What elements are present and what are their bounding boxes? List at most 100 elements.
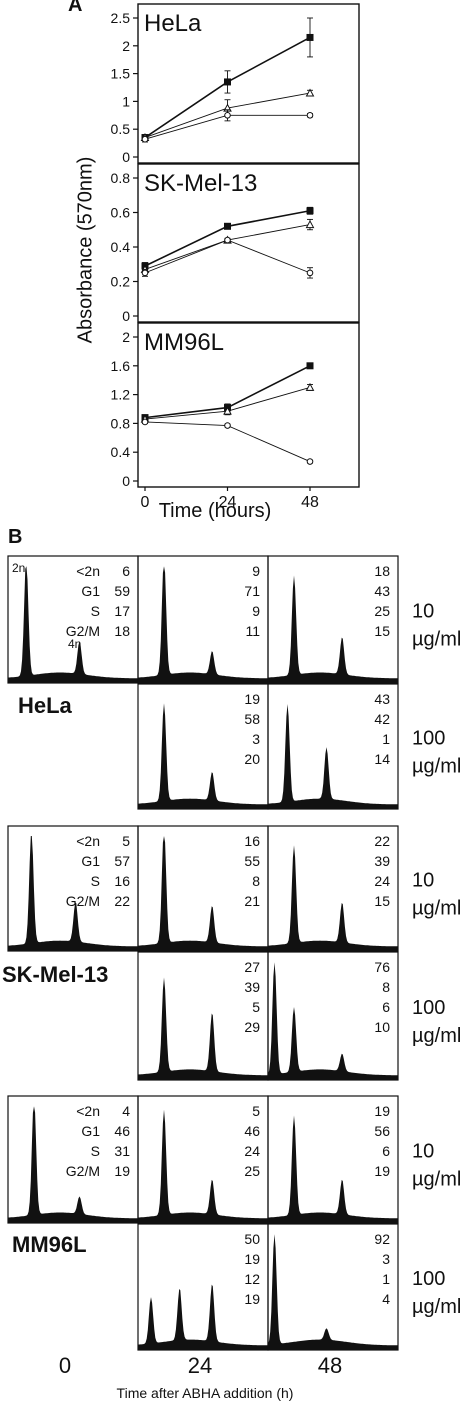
data-point-circle [306, 458, 314, 465]
cell-cycle-value: 4 [122, 1103, 130, 1119]
cell-cycle-value: 46 [244, 1123, 260, 1139]
chart-frame [137, 322, 360, 488]
data-point-triangle [305, 382, 315, 391]
y-tick-label: 0.4 [111, 444, 131, 460]
histogram-profile [268, 1115, 398, 1223]
concentration-value: 100 [412, 997, 445, 1019]
cell-cycle-value: 43 [374, 691, 390, 707]
histogram-profile [268, 962, 398, 1080]
cell-line-label: MM96L [12, 1232, 87, 1257]
cell-cycle-value: 17 [114, 603, 130, 619]
phase-label: G2/M [66, 623, 100, 639]
y-tick-label: 1.2 [111, 387, 131, 403]
phase-label: G2/M [66, 893, 100, 909]
histogram-profile [138, 1109, 268, 1223]
y-tick-label: 1.6 [111, 358, 131, 374]
histogram-profile [268, 845, 398, 951]
cell-cycle-value: 5 [122, 833, 130, 849]
cell-cycle-value: 5 [252, 999, 260, 1015]
cell-cycle-value: 10 [374, 1019, 390, 1035]
data-point-square [306, 207, 314, 215]
cell-cycle-value: 5 [252, 1103, 260, 1119]
cell-cycle-value: 19 [114, 1163, 130, 1179]
concentration-value: 10 [412, 601, 434, 623]
data-point-triangle [223, 406, 232, 415]
cell-cycle-value: 22 [114, 893, 130, 909]
panel-b-x-axis-label: Time after ABHA addition (h) [116, 1385, 294, 1401]
panel-a-label: A [68, 0, 83, 16]
y-tick-label: 0.5 [111, 121, 131, 137]
time-label: 24 [188, 1353, 212, 1378]
chart-title: HeLa [144, 10, 202, 37]
cell-cycle-value: 25 [244, 1163, 260, 1179]
cell-cycle-value: 6 [382, 999, 390, 1015]
concentration-value: 10 [412, 1141, 434, 1163]
histogram-profile [138, 1284, 268, 1350]
cell-cycle-value: 59 [114, 583, 130, 599]
cell-cycle-value: 8 [382, 979, 390, 995]
cell-cycle-value: 27 [244, 959, 260, 975]
concentration-unit: µg/ml [412, 1296, 461, 1318]
y-tick-label: 0 [122, 149, 130, 165]
data-point-circle [141, 269, 149, 277]
cell-cycle-value: 24 [244, 1143, 260, 1159]
cell-cycle-value: 57 [114, 853, 130, 869]
y-tick-label: 0.6 [111, 205, 131, 221]
data-point-circle [306, 269, 314, 277]
peak-label-4n: 4n [68, 637, 81, 651]
y-tick-label: 0.8 [111, 415, 131, 431]
cell-cycle-value: 20 [244, 751, 260, 767]
chart-frame [137, 163, 360, 323]
cell-cycle-value: 11 [245, 623, 260, 639]
data-point-circle [141, 135, 149, 143]
data-point-circle [224, 112, 231, 119]
histogram-frame [7, 1095, 139, 1224]
cell-cycle-value: 8 [252, 873, 260, 889]
data-point-square [306, 362, 314, 370]
histogram-profile [138, 566, 268, 683]
data-point-circle [224, 422, 231, 429]
phase-label: S [91, 873, 100, 889]
cell-cycle-value: 19 [244, 691, 260, 707]
cell-cycle-value: 21 [244, 893, 260, 909]
cell-cycle-value: 55 [244, 853, 260, 869]
cell-cycle-value: 14 [374, 751, 390, 767]
cell-cycle-value: 19 [374, 1103, 390, 1119]
histogram-profile [8, 566, 138, 683]
cell-cycle-value: 76 [374, 959, 390, 975]
cell-cycle-value: 71 [244, 583, 260, 599]
y-tick-label: 2.5 [111, 10, 131, 26]
concentration-unit: µg/ml [412, 629, 461, 651]
phase-label: G1 [81, 1123, 100, 1139]
panel-a-y-axis-label: Absorbance (570nm) [74, 156, 97, 344]
chart-title: MM96L [144, 329, 224, 356]
cell-cycle-value: 3 [252, 731, 260, 747]
cell-cycle-value: 16 [244, 833, 260, 849]
cell-cycle-value: 31 [114, 1143, 130, 1159]
chart-title: SK-Mel-13 [144, 170, 257, 197]
cell-cycle-value: 58 [244, 711, 260, 727]
data-point-triangle [305, 88, 315, 97]
concentration-value: 100 [412, 1268, 445, 1290]
data-point-circle [224, 236, 231, 244]
cell-cycle-value: 1 [382, 731, 390, 747]
cell-cycle-value: 19 [244, 1251, 260, 1267]
data-point-square [224, 222, 231, 230]
histogram-frame [137, 555, 269, 684]
phase-label: G1 [81, 853, 100, 869]
y-tick-label: 0 [122, 308, 130, 324]
cell-cycle-value: 24 [374, 873, 390, 889]
panel-b-label: B [8, 526, 23, 548]
cell-cycle-value: 12 [244, 1271, 260, 1287]
concentration-unit: µg/ml [412, 898, 461, 920]
histogram-profile [138, 977, 268, 1080]
x-tick-label: 24 [219, 494, 237, 511]
cell-cycle-value: 50 [244, 1231, 260, 1247]
cell-cycle-value: 3 [382, 1251, 390, 1267]
histogram-frame [137, 1095, 269, 1224]
phase-label: <2n [76, 833, 100, 849]
cell-cycle-value: 18 [114, 623, 130, 639]
cell-cycle-value: 56 [374, 1123, 390, 1139]
phase-label: G2/M [66, 1163, 100, 1179]
